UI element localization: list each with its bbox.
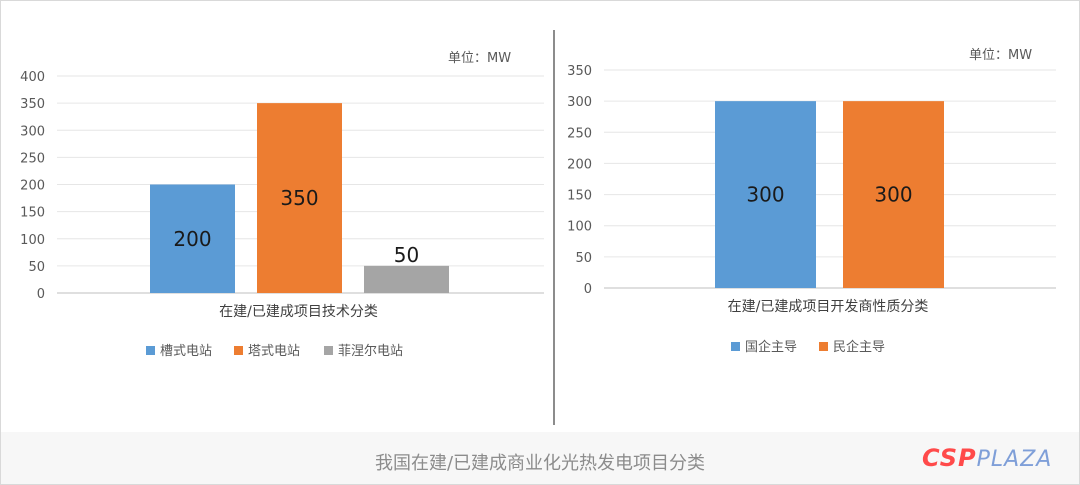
logo-part-csp: CSP — [922, 444, 977, 472]
bar-3 — [364, 265, 449, 293]
figure-caption: 我国在建/已建成商业化光热发电项目分类 — [374, 453, 706, 474]
y-tick-label: 150 — [567, 189, 592, 204]
unit-label: 单位：MW — [448, 51, 511, 66]
legend-label: 国企主导 — [745, 339, 797, 355]
panel-divider — [553, 30, 555, 425]
y-tick-label: 0 — [37, 287, 45, 302]
y-tick-label: 150 — [20, 206, 45, 221]
y-tick-label: 50 — [575, 251, 592, 266]
y-tick-label: 400 — [20, 70, 45, 85]
x-category-label: 在建/已建成项目开发商性质分类 — [728, 299, 929, 315]
y-tick-label: 250 — [20, 151, 45, 166]
y-tick-label: 300 — [567, 95, 592, 110]
legend-label: 菲涅尔电站 — [338, 344, 403, 359]
bar-1 — [150, 184, 235, 293]
caption-band — [1, 432, 1079, 484]
y-tick-label: 50 — [28, 260, 45, 275]
legend-label: 槽式电站 — [160, 344, 212, 359]
y-tick-label: 350 — [567, 64, 592, 79]
data-label: 50 — [394, 243, 419, 267]
legend-swatch — [731, 342, 740, 351]
y-tick-label: 300 — [20, 124, 45, 139]
y-tick-label: 100 — [20, 233, 45, 248]
logo-part-plaza: PLAZA — [976, 447, 1053, 472]
legend-swatch — [324, 346, 333, 355]
y-tick-label: 250 — [567, 126, 592, 141]
y-tick-label: 200 — [567, 157, 592, 172]
legend-swatch — [234, 346, 243, 355]
y-tick-label: 350 — [20, 97, 45, 112]
legend-label: 塔式电站 — [248, 344, 300, 359]
legend-swatch — [819, 342, 828, 351]
csp-plaza-logo: CSPPLAZA — [922, 444, 1052, 474]
y-tick-label: 200 — [20, 179, 45, 194]
data-label: 300 — [746, 183, 784, 207]
data-label: 350 — [280, 186, 318, 210]
chart-tech-category: 0 50 100 150 200 250 300 350 400 单位：MW 200 350 50 在建/… — [20, 51, 544, 359]
x-category-label: 在建/已建成项目技术分类 — [219, 304, 378, 320]
bar-2 — [257, 103, 342, 293]
y-tick-label: 0 — [584, 282, 592, 297]
y-tick-label: 100 — [567, 220, 592, 235]
bar-2 — [843, 101, 944, 289]
data-label: 300 — [874, 183, 912, 207]
unit-label: 单位：MW — [969, 48, 1032, 63]
bar-1 — [715, 101, 816, 289]
data-label: 200 — [173, 227, 211, 251]
legend-swatch — [146, 346, 155, 355]
legend-label: 民企主导 — [833, 339, 885, 355]
chart-developer-category: 0 50 100 150 200 250 300 350 单位：MW 300 300 在建/已建成项目… — [567, 48, 1056, 355]
